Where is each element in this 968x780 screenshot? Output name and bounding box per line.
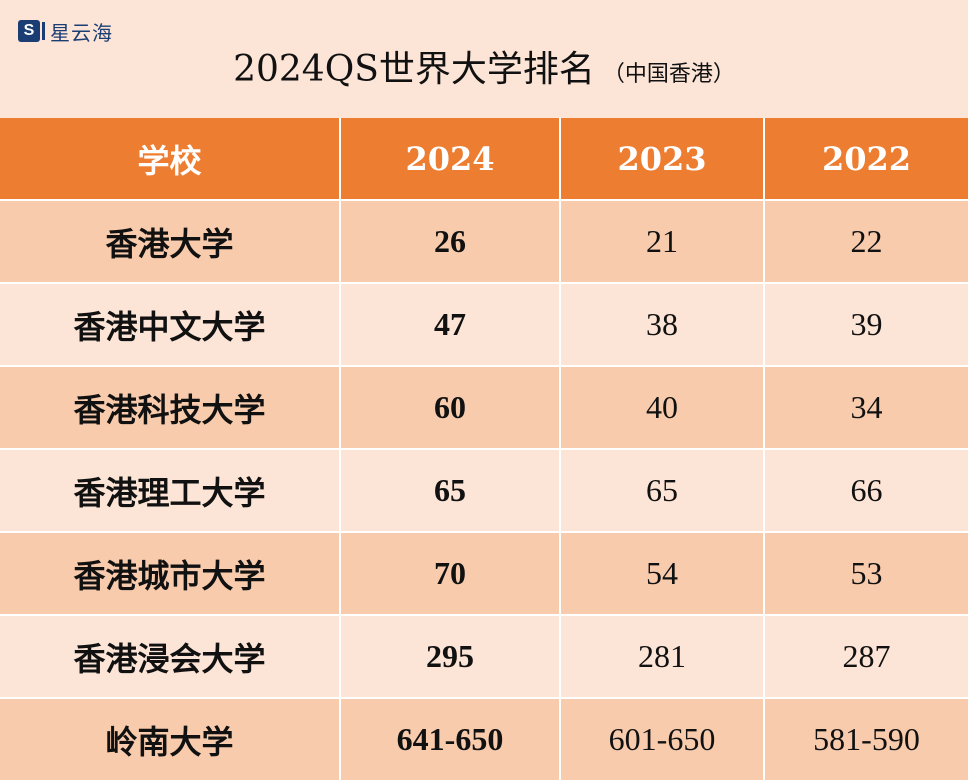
title-subtitle: （中国香港） [602, 62, 735, 87]
rank-2024: 60 [339, 365, 560, 449]
rank-2022: 34 [763, 365, 968, 449]
table-row: 香港大学 26 21 22 [0, 199, 968, 283]
rank-2024: 47 [339, 282, 560, 366]
title-main: 2024QS世界大学排名 [233, 49, 595, 90]
rank-2023: 40 [559, 365, 764, 449]
rank-2024: 295 [339, 614, 560, 698]
header-2024: 2024 [339, 118, 560, 200]
rank-2022: 581-590 [763, 697, 968, 780]
school-name: 岭南大学 [0, 697, 340, 780]
rank-2024: 70 [339, 531, 560, 615]
table-row: 香港理工大学 65 65 66 [0, 448, 968, 532]
rank-2022: 287 [763, 614, 968, 698]
table-row: 香港浸会大学 295 281 287 [0, 614, 968, 698]
school-name: 香港理工大学 [0, 448, 340, 532]
school-name: 香港中文大学 [0, 282, 340, 366]
rank-2022: 66 [763, 448, 968, 532]
header-2022: 2022 [763, 118, 968, 200]
rank-2024: 65 [339, 448, 560, 532]
school-name: 香港大学 [0, 199, 340, 283]
school-name: 香港浸会大学 [0, 614, 340, 698]
rank-2022: 53 [763, 531, 968, 615]
rank-2022: 22 [763, 199, 968, 283]
rank-2022: 39 [763, 282, 968, 366]
brand-logo: S 星云海 [18, 18, 113, 45]
school-name: 香港城市大学 [0, 531, 340, 615]
table-header-row: 学校 2024 2023 2022 [0, 118, 968, 200]
table-row: 香港科技大学 60 40 34 [0, 365, 968, 449]
header-2023: 2023 [559, 118, 764, 200]
rank-2023: 281 [559, 614, 764, 698]
table-row: 香港城市大学 70 54 53 [0, 531, 968, 615]
rank-2024: 26 [339, 199, 560, 283]
ranking-table: 学校 2024 2023 2022 香港大学 26 21 22 香港中文大学 4… [0, 118, 968, 780]
header-school: 学校 [0, 118, 340, 200]
rank-2024: 641-650 [339, 697, 560, 780]
rank-2023: 54 [559, 531, 764, 615]
page-title: 2024QS世界大学排名 （中国香港） [0, 42, 968, 103]
logo-mark-icon: S [18, 20, 45, 42]
table-row: 香港中文大学 47 38 39 [0, 282, 968, 366]
school-name: 香港科技大学 [0, 365, 340, 449]
rank-2023: 601-650 [559, 697, 764, 780]
rank-2023: 65 [559, 448, 764, 532]
rank-2023: 38 [559, 282, 764, 366]
table-row: 岭南大学 641-650 601-650 581-590 [0, 697, 968, 780]
logo-text: 星云海 [50, 20, 113, 45]
rank-2023: 21 [559, 199, 764, 283]
